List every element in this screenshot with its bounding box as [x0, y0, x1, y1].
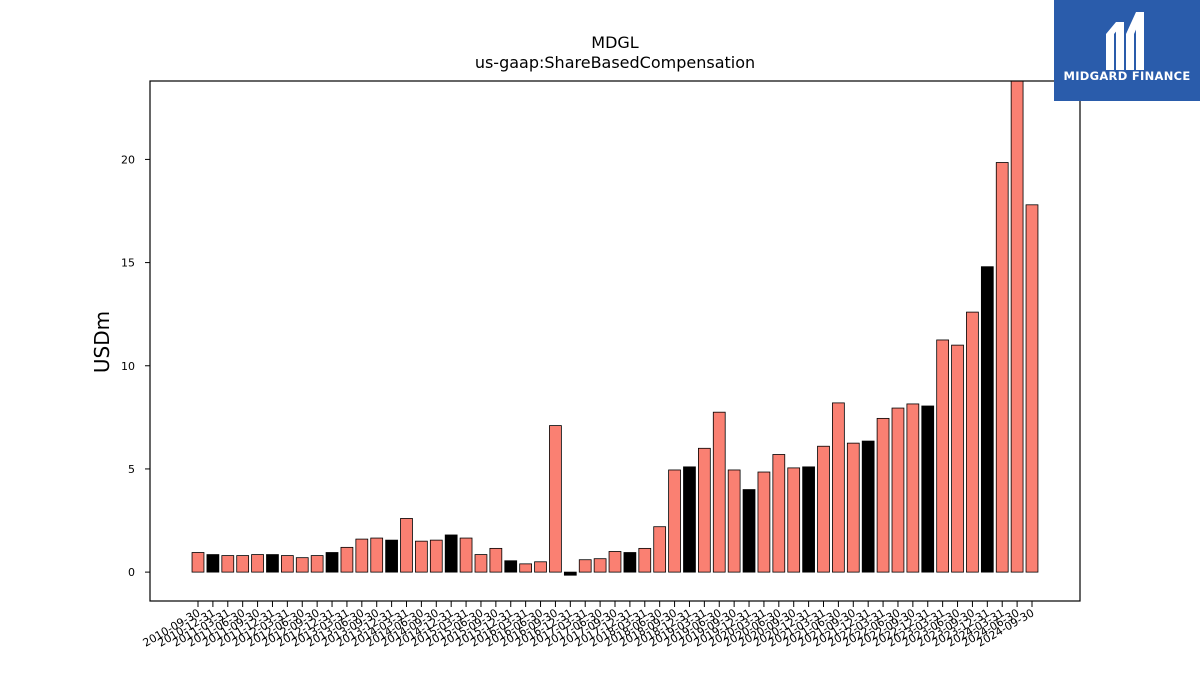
bar-2013-03-31	[340, 546, 354, 573]
bar-2011-09-30	[251, 554, 264, 573]
chart-title: MDGL	[591, 33, 639, 52]
bar-2014-06-30	[415, 540, 428, 573]
bar-2021-12-31	[861, 440, 875, 573]
bar-2015-12-31	[504, 560, 518, 573]
bar-2021-06-30	[832, 402, 845, 573]
bar-2012-12-31	[325, 552, 339, 573]
chart-subtitle: us-gaap:ShareBasedCompensation	[475, 53, 755, 72]
bar-2014-09-30	[429, 539, 443, 573]
bar-2014-03-31	[400, 518, 413, 573]
bar-2019-06-30	[712, 411, 726, 573]
plot-frame	[149, 80, 1081, 602]
bar-2013-06-30	[355, 538, 369, 573]
bar-2022-06-30	[891, 407, 905, 573]
bar-2023-12-31	[980, 266, 994, 573]
bar-2010-09-30	[191, 552, 205, 573]
y-tick-label-20: 20	[121, 153, 135, 166]
bar-2022-12-31	[921, 405, 935, 573]
bar-2022-09-30	[906, 403, 920, 573]
bar-2018-12-31	[683, 466, 696, 573]
bar-2012-06-30	[295, 557, 309, 573]
bar-2019-03-31	[698, 447, 711, 573]
y-tick-label-5: 5	[128, 463, 135, 476]
y-axis: 0 5 10 15 20	[121, 153, 150, 579]
bar-2015-03-31	[459, 537, 473, 573]
bar-2019-12-31	[742, 489, 756, 573]
bar-2017-09-30	[608, 551, 622, 573]
bar-2020-12-31	[802, 466, 815, 573]
y-axis-label: USDm	[90, 311, 114, 373]
bar-2016-09-30	[549, 425, 562, 573]
bars-group	[191, 80, 1039, 576]
bar-2013-09-30	[370, 537, 384, 573]
bar-2016-06-30	[534, 561, 547, 573]
bar-2016-12-31	[563, 571, 577, 576]
bar-2011-03-31	[221, 555, 235, 573]
bar-2017-03-31	[578, 559, 592, 573]
bar-2017-12-31	[623, 552, 637, 573]
y-tick-label-0: 0	[128, 566, 135, 579]
bar-2016-03-31	[519, 563, 533, 573]
bar-2014-12-31	[444, 534, 458, 573]
brand-logo-mark-icon	[1106, 12, 1144, 70]
bar-2018-06-30	[653, 526, 667, 573]
bar-2012-03-31	[280, 555, 294, 573]
bar-2018-09-30	[668, 469, 681, 573]
bar-2020-09-30	[787, 467, 801, 573]
bar-2021-09-30	[846, 442, 860, 573]
bar-2011-12-31	[266, 554, 279, 573]
bar-2023-09-30	[966, 311, 979, 573]
bar-2024-06-30	[1010, 80, 1024, 573]
bar-2017-06-30	[593, 558, 607, 573]
bar-2021-03-31	[817, 445, 830, 573]
bar-2010-12-31	[206, 554, 220, 573]
brand-name: MIDGARD FINANCE	[1063, 69, 1191, 83]
x-axis: 2010-09-302010-12-312011-03-312011-06-30…	[141, 601, 1037, 650]
bar-2012-09-30	[310, 555, 324, 573]
bar-2020-03-31	[757, 471, 771, 573]
bar-2013-12-31	[385, 539, 398, 573]
bar-2015-09-30	[489, 547, 503, 573]
brand-logo: MIDGARD FINANCE	[1054, 0, 1200, 101]
y-tick-label-10: 10	[121, 360, 135, 373]
bar-2020-06-30	[772, 454, 786, 573]
bar-2023-03-31	[936, 339, 950, 573]
bar-2015-06-30	[474, 554, 488, 573]
bar-2019-09-30	[727, 469, 741, 573]
bar-2022-03-31	[876, 417, 890, 573]
bar-2024-09-30	[1025, 204, 1039, 573]
bar-2018-03-31	[638, 547, 652, 573]
y-tick-label-15: 15	[121, 257, 135, 270]
bar-2011-06-30	[236, 555, 250, 573]
bar-2024-03-31	[995, 162, 1009, 573]
bar-2023-06-30	[951, 344, 964, 573]
